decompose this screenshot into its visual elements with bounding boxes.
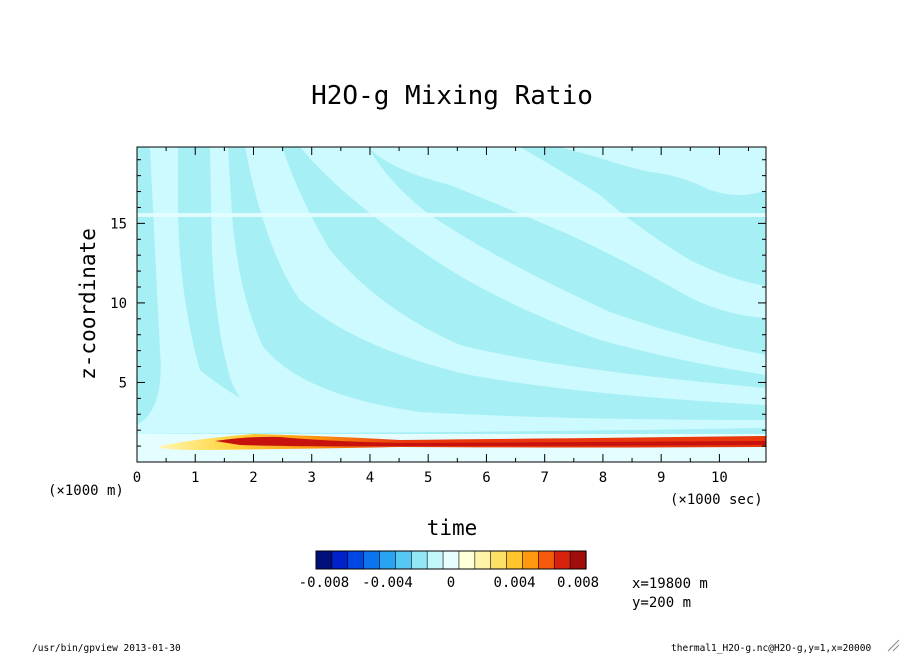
- x-axis: 0 1 2 3 4 5 6 7 8 9 10: [133, 147, 750, 486]
- y-tick-label: 10: [110, 296, 127, 312]
- y-tick-label: 15: [110, 216, 127, 232]
- field-band: [560, 147, 766, 195]
- colorbar-swatch: [506, 550, 524, 570]
- colorbar-swatch: [363, 550, 381, 570]
- colorbar-swatch: [490, 550, 508, 570]
- colorbar-swatch: [569, 550, 587, 570]
- x-tick-label: 7: [540, 470, 548, 486]
- colorbar-tick-label: 0: [447, 575, 455, 591]
- y-tick-label: 5: [119, 375, 127, 391]
- plot-frame: [136, 146, 767, 463]
- x-axis-label: time: [427, 516, 478, 540]
- y-axis: 5 10 15: [110, 159, 766, 463]
- field-band: [137, 147, 340, 434]
- resize-grip[interactable]: [892, 644, 900, 652]
- x-tick-label: 5: [424, 470, 432, 486]
- colorbar: [315, 550, 587, 570]
- colorbar-swatch: [522, 550, 539, 570]
- x-tick-label: 3: [308, 470, 316, 486]
- colorbar-tick-label: -0.008: [299, 575, 350, 591]
- colorbar-swatch: [379, 550, 397, 570]
- colorbar-swatch: [553, 550, 571, 570]
- colorbar-tick-label: 0.004: [493, 575, 535, 591]
- x-tick-label: 6: [482, 470, 490, 486]
- x-tick-label: 0: [133, 470, 141, 486]
- resize-grip[interactable]: [887, 639, 900, 652]
- chart-title: H2O-g Mixing Ratio: [311, 81, 593, 111]
- colorbar-swatch: [395, 550, 412, 570]
- y-axis-label: z-coordinate: [76, 228, 100, 380]
- y-unit-label: (×1000 m): [48, 483, 124, 499]
- field-band: [300, 147, 766, 375]
- colorbar-swatch: [474, 550, 492, 570]
- plot-area: [137, 147, 766, 462]
- x-tick-label: 4: [366, 470, 374, 486]
- field-layer-line: [137, 213, 766, 217]
- colorbar-tick-label: -0.004: [362, 575, 413, 591]
- footer-left: /usr/bin/gpview 2013-01-30: [32, 643, 181, 654]
- colorbar-swatch: [458, 550, 476, 570]
- colorbar-swatch: [347, 550, 365, 570]
- colorbar-swatch: [538, 550, 555, 570]
- colorbar-swatch: [410, 550, 428, 570]
- colorbar-frame: [315, 550, 587, 570]
- x-tick-label: 9: [657, 470, 665, 486]
- colorbar-swatch: [442, 550, 460, 570]
- x-tick-label: 1: [191, 470, 199, 486]
- field-band: [210, 147, 766, 433]
- field-moist-core: [215, 436, 766, 447]
- field-band: [368, 147, 766, 318]
- colorbar-swatch: [331, 550, 349, 570]
- note-x: x=19800 m: [632, 576, 708, 592]
- field-band: [245, 147, 766, 405]
- colorbar-tick-label: 0.008: [557, 575, 599, 591]
- x-tick-label: 8: [599, 470, 607, 486]
- x-tick-label: 2: [249, 470, 257, 486]
- footer-right: thermal1_H2O-g.nc@H2O-g,y=1,x=20000: [671, 643, 871, 654]
- colorbar-ticks: -0.008 -0.004 0 0.004 0.008: [299, 575, 599, 591]
- colorbar-swatch: [426, 550, 444, 570]
- x-unit-label: (×1000 sec): [670, 492, 763, 508]
- x-tick-label: 10: [711, 470, 728, 486]
- note-y: y=200 m: [632, 595, 691, 611]
- colorbar-swatch: [315, 550, 333, 570]
